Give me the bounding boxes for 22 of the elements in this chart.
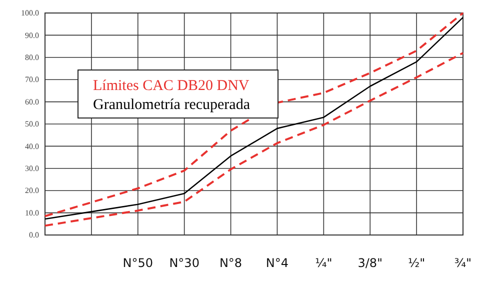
- x-tick-label: ½": [408, 256, 426, 270]
- y-tick-label: 90.0: [25, 30, 39, 40]
- y-tick-label: 0.0: [29, 230, 39, 240]
- y-tick-label: 60.0: [25, 97, 39, 106]
- y-tick-label: 20.0: [25, 186, 39, 196]
- y-tick-label: 80.0: [25, 52, 39, 62]
- y-tick-label: 50.0: [25, 120, 39, 129]
- x-tick-label: N°8: [219, 256, 242, 270]
- x-tick-label: N°4: [266, 256, 289, 270]
- series-label: Granulometría recuperada: [93, 97, 250, 113]
- y-tick-label: 10.0: [25, 208, 39, 218]
- y-tick-label: 70.0: [25, 75, 39, 84]
- x-tick-label: ¼": [315, 256, 332, 270]
- line-series: [44, 52, 464, 227]
- x-tick-label: N°50: [122, 256, 154, 270]
- series-label: Límites CAC DB20 DNV: [93, 78, 250, 94]
- y-tick-label: 30.0: [25, 164, 39, 173]
- x-tick-label: N°30: [169, 256, 200, 270]
- y-tick-label: 100.0: [21, 8, 39, 18]
- y-tick-label: 40.0: [25, 142, 39, 151]
- x-tick-label: ¾": [454, 256, 472, 270]
- x-tick-label: 3/8": [358, 256, 383, 270]
